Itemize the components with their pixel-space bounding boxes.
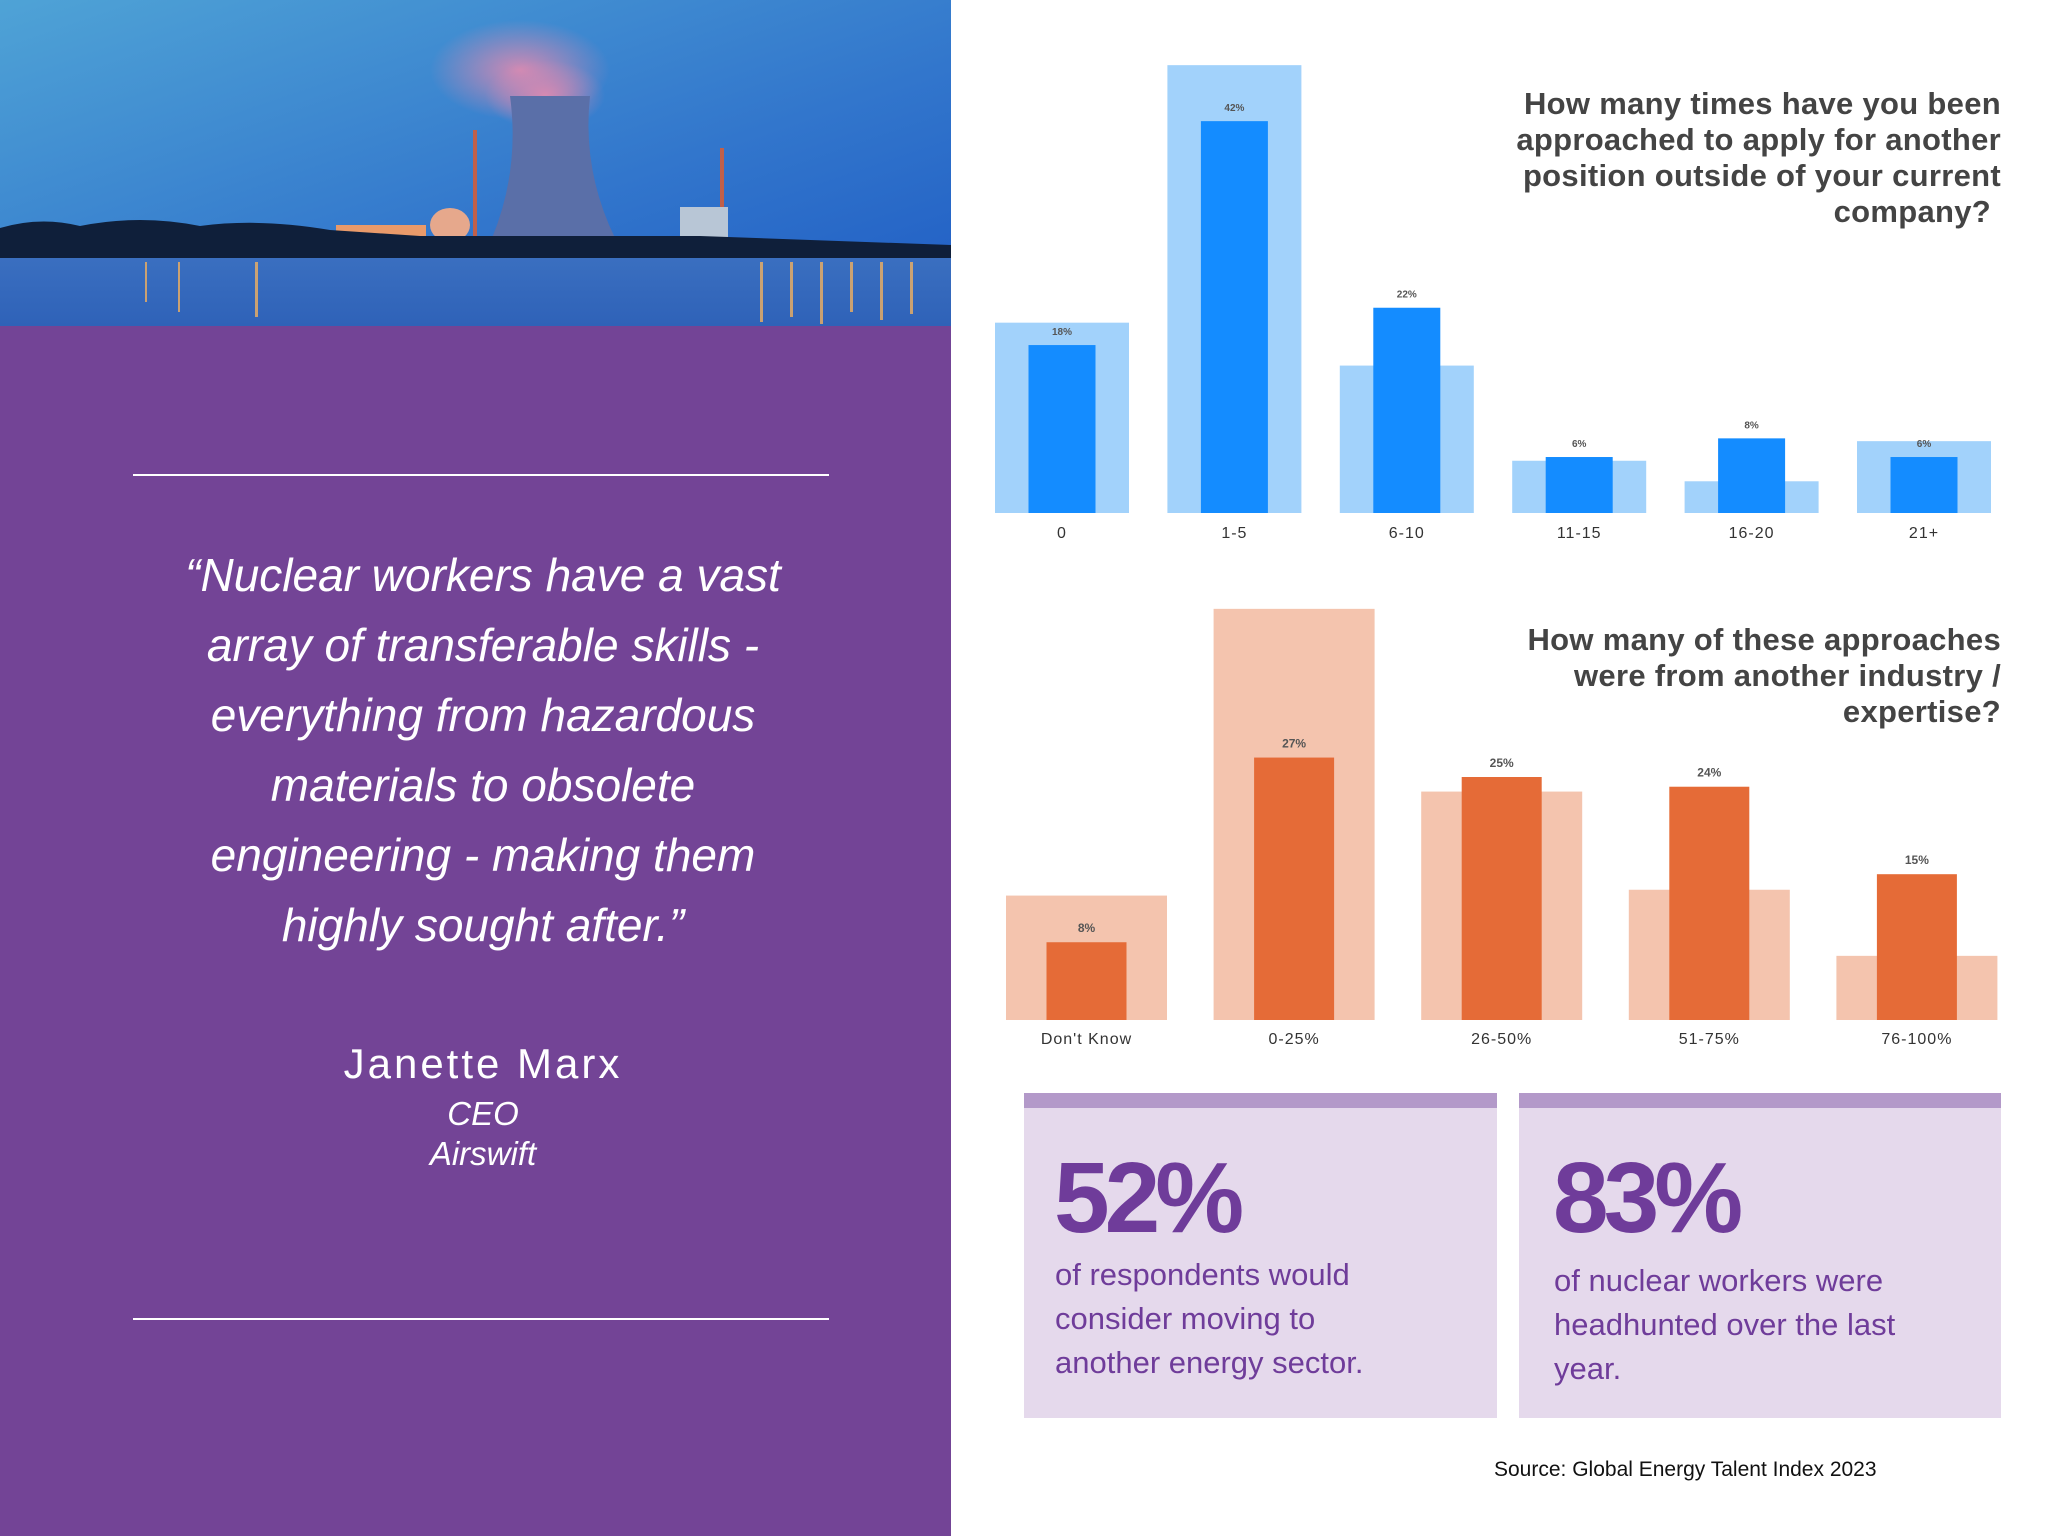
chart-title-approaches: How many times have you been approached … bbox=[1516, 86, 2001, 230]
bottom-divider bbox=[133, 1318, 829, 1320]
stat-description: of respondents would consider moving to … bbox=[1055, 1253, 1363, 1385]
chart-title-line: expertise? bbox=[1842, 694, 2001, 729]
category-label: 21+ bbox=[1909, 525, 1939, 542]
category-label: 11-15 bbox=[1557, 525, 1602, 542]
category-label: 51-75% bbox=[1679, 1031, 1740, 1048]
stat-line: consider moving to bbox=[1055, 1301, 1316, 1336]
source-note: Source: Global Energy Talent Index 2023 bbox=[1494, 1458, 1877, 1481]
stat-card-stripe bbox=[1519, 1093, 2001, 1108]
category-label: 0-25% bbox=[1268, 1031, 1319, 1048]
quote-line: highly sought after.” bbox=[281, 899, 685, 951]
chart-title-line: company? bbox=[1833, 194, 1991, 229]
value-label: 8% bbox=[1744, 420, 1759, 431]
quote-panel: “Nuclear workers have a vast array of tr… bbox=[0, 0, 951, 1536]
quote-line: “Nuclear workers have a vast bbox=[185, 549, 781, 601]
stat-value: 83% bbox=[1553, 1142, 1743, 1254]
stat-value: 52% bbox=[1054, 1142, 1244, 1254]
value-label: 8% bbox=[1078, 921, 1096, 935]
value-label: 42% bbox=[1224, 103, 1244, 114]
quote-line: engineering - making them bbox=[210, 829, 756, 881]
stat-description: of nuclear workers were headhunted over … bbox=[1554, 1259, 1895, 1391]
chart-title-line: approached to apply for another bbox=[1516, 122, 2001, 157]
quote-company: Airswift bbox=[429, 1135, 537, 1172]
value-label: 25% bbox=[1490, 756, 1514, 770]
approaches-chart: 18% 0 42% 1-5 22% 6-10 6% 11-15 8% 16-20 6% 21+ bbox=[995, 65, 1991, 542]
industry-chart: 8% Don't Know 27% 0-25% 25% 26-50% 24% 51-75% 15… bbox=[1006, 608, 1998, 1048]
stat-card-consider-moving: 52% of respondents would consider moving… bbox=[1024, 1093, 1497, 1418]
quote-line: everything from hazardous bbox=[210, 689, 756, 741]
category-label: 1-5 bbox=[1221, 525, 1247, 542]
value-label: 18% bbox=[1052, 327, 1072, 338]
stat-card-headhunted: 83% of nuclear workers were headhunted o… bbox=[1519, 1093, 2001, 1418]
value-label: 15% bbox=[1905, 853, 1929, 867]
value-label: 6% bbox=[1572, 439, 1587, 450]
chart-title-line: position outside of your current bbox=[1522, 158, 2001, 193]
category-label: 76-100% bbox=[1881, 1031, 1952, 1048]
chart-title-industry: How many of these approaches were from a… bbox=[1527, 622, 2001, 730]
quote-role: CEO bbox=[447, 1095, 519, 1132]
stat-line: another energy sector. bbox=[1055, 1345, 1364, 1380]
value-bar bbox=[1890, 457, 1958, 513]
value-bar bbox=[1545, 457, 1613, 513]
value-bar bbox=[1028, 345, 1096, 513]
chart-title-line: were from another industry / bbox=[1574, 658, 2001, 693]
value-bar bbox=[1669, 786, 1750, 1020]
value-bar bbox=[1254, 757, 1335, 1020]
value-label: 22% bbox=[1397, 290, 1417, 301]
category-label: Don't Know bbox=[1041, 1031, 1132, 1048]
category-label: 16-20 bbox=[1729, 525, 1775, 542]
value-bar bbox=[1046, 942, 1127, 1020]
value-bar bbox=[1200, 121, 1268, 513]
top-divider bbox=[133, 474, 829, 476]
value-label: 6% bbox=[1917, 439, 1932, 450]
stat-line: year. bbox=[1554, 1351, 1622, 1386]
quote-line: array of transferable skills - bbox=[206, 619, 760, 671]
chart-title-line: How many of these approaches bbox=[1527, 622, 2001, 657]
value-label: 27% bbox=[1282, 737, 1306, 751]
category-label: 6-10 bbox=[1389, 525, 1425, 542]
category-label: 0 bbox=[1057, 525, 1067, 542]
stat-line: headhunted over the last bbox=[1554, 1307, 1896, 1342]
chart-title-line: How many times have you been bbox=[1524, 86, 2001, 121]
stat-line: of respondents would bbox=[1055, 1257, 1350, 1292]
category-label: 26-50% bbox=[1471, 1031, 1532, 1048]
value-bar bbox=[1373, 307, 1441, 513]
stat-card-stripe bbox=[1024, 1093, 1497, 1108]
value-bar bbox=[1876, 874, 1957, 1020]
value-bar bbox=[1718, 438, 1786, 513]
nuclear-plant-photo bbox=[0, 0, 951, 326]
quote-author: Janette Marx bbox=[343, 1040, 623, 1087]
value-label: 24% bbox=[1697, 766, 1721, 780]
quote-line: materials to obsolete bbox=[270, 759, 696, 811]
value-bar bbox=[1461, 777, 1542, 1020]
quote-text: “Nuclear workers have a vast array of tr… bbox=[83, 540, 883, 960]
stat-line: of nuclear workers were bbox=[1554, 1263, 1884, 1298]
